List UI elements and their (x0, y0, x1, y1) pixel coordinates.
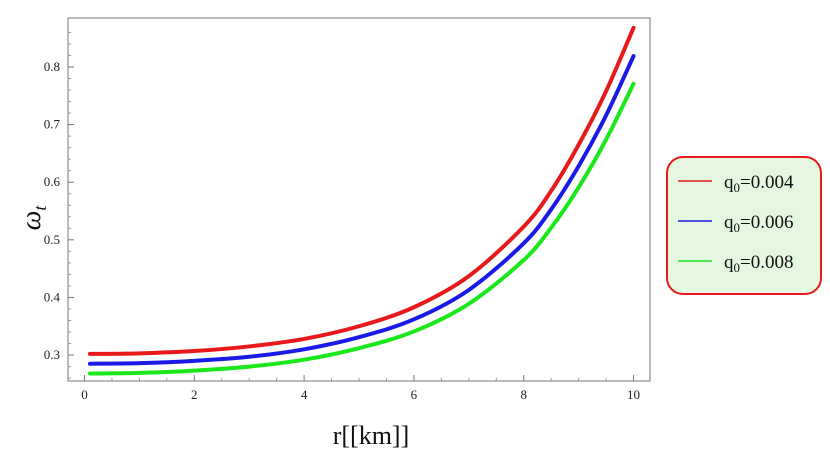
y-tick-label: 0.6 (44, 174, 61, 189)
x-tick-label: 6 (411, 387, 418, 402)
x-axis-ticks: 0 2 4 6 8 10 (81, 375, 640, 402)
y-tick-label: 0.8 (44, 59, 60, 74)
series-line-2 (87, 81, 636, 376)
series-lines (87, 25, 636, 376)
y-axis-title-main: ω (16, 211, 47, 231)
legend-label-sub: 0 (734, 220, 741, 235)
legend-label-2: q0=0.008 (724, 252, 793, 275)
legend-label-base: q (724, 172, 734, 193)
y-axis-title: ωt (16, 205, 50, 231)
legend-label-0: q0=0.004 (724, 172, 794, 195)
x-tick-label: 2 (191, 387, 198, 402)
legend-label-rest: =0.008 (740, 252, 793, 273)
y-tick-label: 0.3 (44, 347, 60, 362)
plot-frame (67, 17, 651, 382)
x-tick-label: 8 (520, 387, 527, 402)
series-line-1 (87, 54, 636, 366)
x-tick-label: 4 (301, 387, 308, 402)
legend-label-sub: 0 (734, 180, 741, 195)
legend-label-rest: =0.006 (740, 212, 793, 233)
series-line-0 (87, 25, 636, 356)
legend-label-base: q (724, 252, 734, 273)
x-axis-title: r[[km]] (333, 421, 410, 450)
y-axis-title-sub: t (30, 205, 50, 211)
y-axis-ticks: 0.3 0.4 0.5 0.6 0.7 0.8 (44, 31, 74, 379)
y-tick-label: 0.5 (44, 232, 60, 247)
legend-label-sub: 0 (734, 260, 741, 275)
y-tick-label: 0.7 (44, 117, 61, 132)
legend-label-rest: =0.004 (740, 172, 794, 193)
legend-label-base: q (724, 212, 734, 233)
y-tick-label: 0.4 (44, 289, 61, 304)
legend-label-1: q0=0.006 (724, 212, 793, 235)
x-tick-label: 10 (627, 387, 640, 402)
svg-text:ωt: ωt (16, 205, 50, 231)
legend-box (666, 156, 822, 295)
x-tick-label: 0 (81, 387, 88, 402)
